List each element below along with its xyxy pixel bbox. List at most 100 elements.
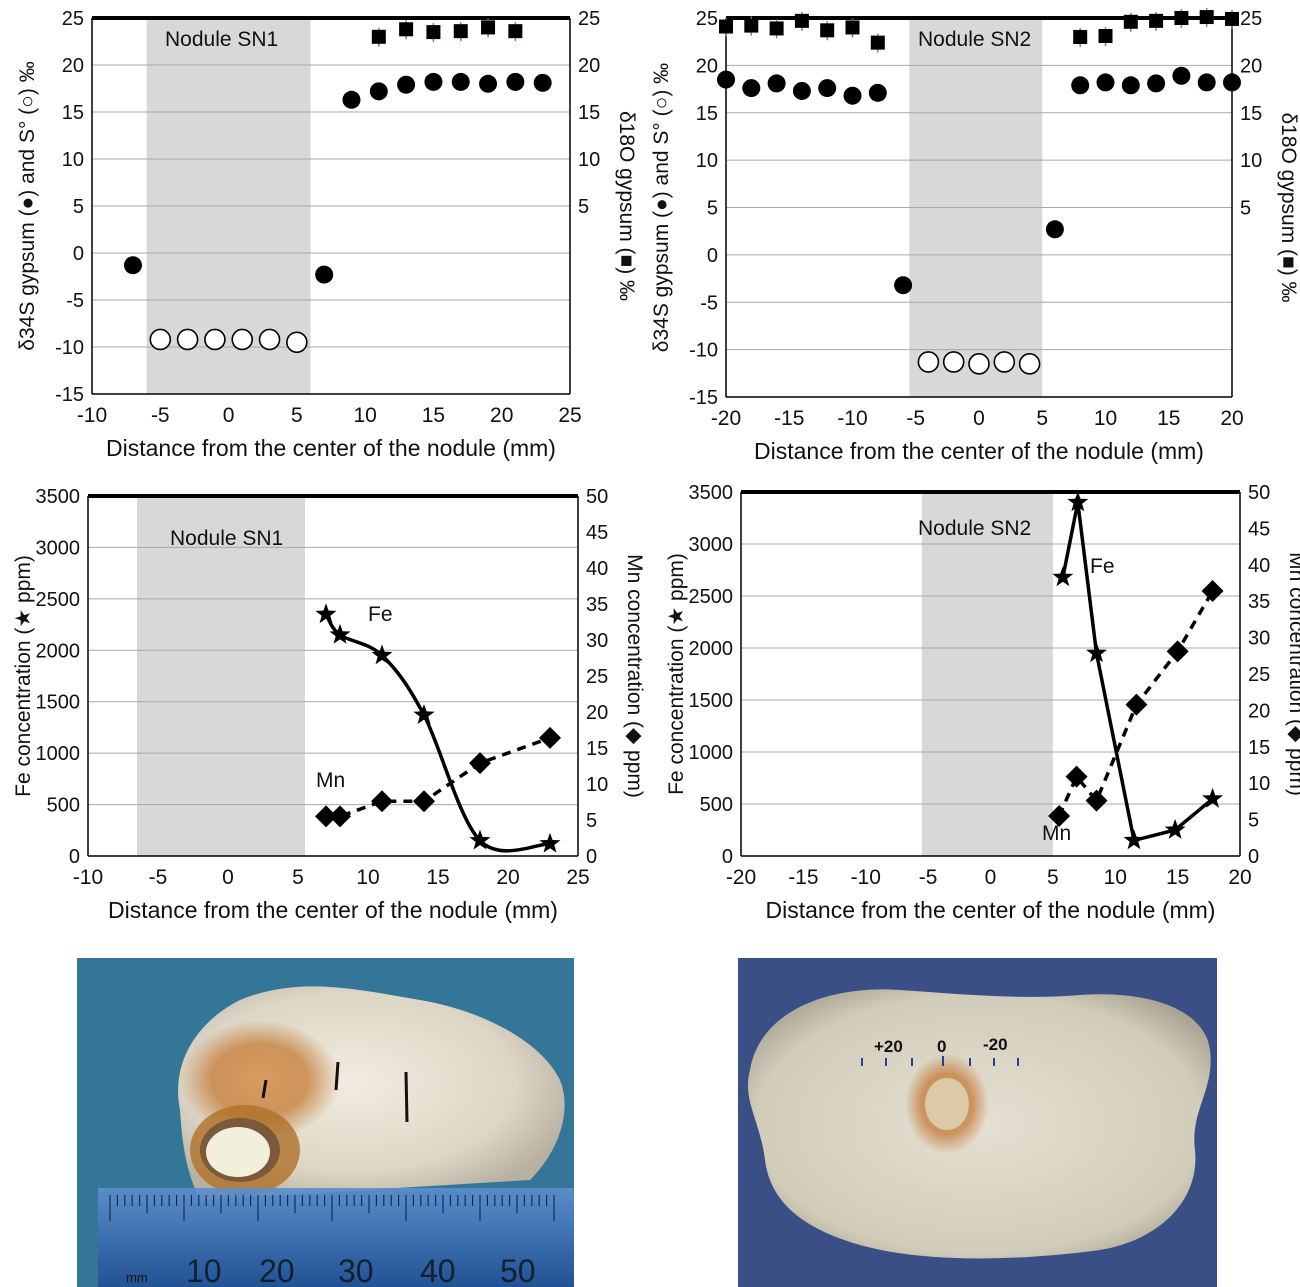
nodule-label: Nodule SN1 [170,527,283,550]
data-point [1085,789,1108,812]
y-tick-label-left: 2000 [36,640,81,662]
y-tick-label-left: 0 [707,245,718,267]
sample-mark [334,1061,340,1091]
series--34s-gypsum [717,66,1241,295]
series-label: Fe [368,603,393,626]
x-tick-label: -20 [726,866,756,889]
y-tick-label-right: 40 [1248,555,1270,577]
x-tick-label: -10 [851,866,881,889]
data-point [917,351,940,373]
photo-nodule-sn1: mm 10 20 30 40 50 [77,958,574,1287]
ruler-number: 30 [338,1253,374,1287]
y-tick-label-left: 5 [73,196,84,218]
data-point [315,805,337,828]
y-axis-title-left: Fe concentration (★ ppm) [12,555,35,797]
x-tick-label: 20 [496,866,519,889]
data-point [1149,13,1164,28]
y-tick-label-right: 5 [1240,198,1251,220]
data-point [315,603,337,624]
data-point [843,86,862,105]
x-tick-label: -5 [919,866,938,889]
data-point [818,79,837,98]
x-tick-label: -5 [151,404,170,427]
y-tick-label-right: 35 [1248,591,1270,613]
series-fe [1052,491,1223,850]
y-tick-label-right: 25 [1240,8,1262,30]
x-tick-label: -20 [711,407,741,430]
data-point [451,72,470,91]
nodule-label: Nodule SN1 [165,28,278,51]
data-point [1123,829,1145,850]
data-point [870,35,885,50]
y-tick-label-left: 3500 [36,486,81,508]
sample-mark [404,1071,409,1123]
y-tick-label-right: 15 [1248,737,1270,759]
y-tick-label-left: 20 [62,55,84,77]
data-point [1202,787,1223,808]
data-point [1096,73,1115,92]
nodule-region-shade [137,496,305,856]
data-point [506,72,525,91]
series-label: Fe [1090,555,1115,578]
y-tick-label-left: -10 [689,340,718,362]
series--18o-gypsum [719,8,1239,53]
y-tick-label-right: 20 [1240,55,1262,77]
y-tick-label-left: 25 [696,8,718,30]
series-label: Mn [316,769,345,792]
data-point [539,726,561,749]
data-point [371,29,386,44]
y-tick-label-left: 2000 [689,638,734,660]
data-point [742,79,761,98]
data-point [1223,73,1241,92]
mark-minus20: -20 [983,1035,1008,1054]
data-point [469,752,491,775]
data-point [719,19,733,34]
y-tick-label-left: 0 [69,846,80,868]
y-tick-label-right: 10 [1240,150,1262,172]
data-point [1197,73,1216,92]
y-tick-label-left: 1500 [689,690,734,712]
y-tick-label-right: 5 [578,196,589,218]
x-tick-label: 0 [223,404,235,427]
data-point [820,23,835,38]
data-point [1201,580,1224,603]
y-tick-label-left: 3000 [689,534,734,556]
y-axis-title-right: δ18O gypsum (■) ‰ [615,111,638,301]
data-point [479,74,498,93]
data-point [342,90,361,109]
data-point [1125,693,1148,716]
data-point [258,328,281,351]
ruler-number: 50 [500,1253,536,1287]
y-axis-title-left: δ34S gypsum (●) and S° (○) ‰ [650,63,673,352]
x-tick-label: 5 [1036,407,1048,430]
y-tick-label-right: 30 [586,630,608,652]
y-axis-title-left: Fe concentration (★ ppm) [665,553,688,795]
ruler-ticks [109,1195,555,1221]
x-tick-label: 15 [426,866,449,889]
x-axis-title: Distance from the center of the nodule (… [766,897,1216,923]
x-tick-label: -5 [906,407,925,430]
y-tick-label-left: 15 [696,103,718,125]
x-tick-label: 25 [558,404,581,427]
series-line [326,736,551,819]
data-point [413,704,435,724]
nodule-cavity [206,1127,270,1177]
x-tick-label: 25 [566,866,589,889]
y-tick-label-right: 50 [1248,482,1270,504]
y-tick-label-right: 20 [578,55,600,77]
y-tick-label-right: 20 [586,702,608,724]
data-point [1172,66,1191,85]
y-axis-title-right: Mn concentration (◆ ppm) [623,554,646,798]
data-point [1086,642,1107,663]
y-tick-label-right: 45 [586,522,608,544]
y-tick-label-left: 10 [696,150,718,172]
y-axis-title-right: δ18O gypsum (■) ‰ [1277,112,1300,302]
x-tick-label: 5 [291,404,303,427]
data-point [845,20,860,35]
data-point [533,73,552,92]
y-tick-label-left: 2500 [36,589,81,611]
series--34s-gypsum [123,72,552,284]
y-axis-title-right: Mn concentration (◆ ppm) [1285,552,1300,796]
